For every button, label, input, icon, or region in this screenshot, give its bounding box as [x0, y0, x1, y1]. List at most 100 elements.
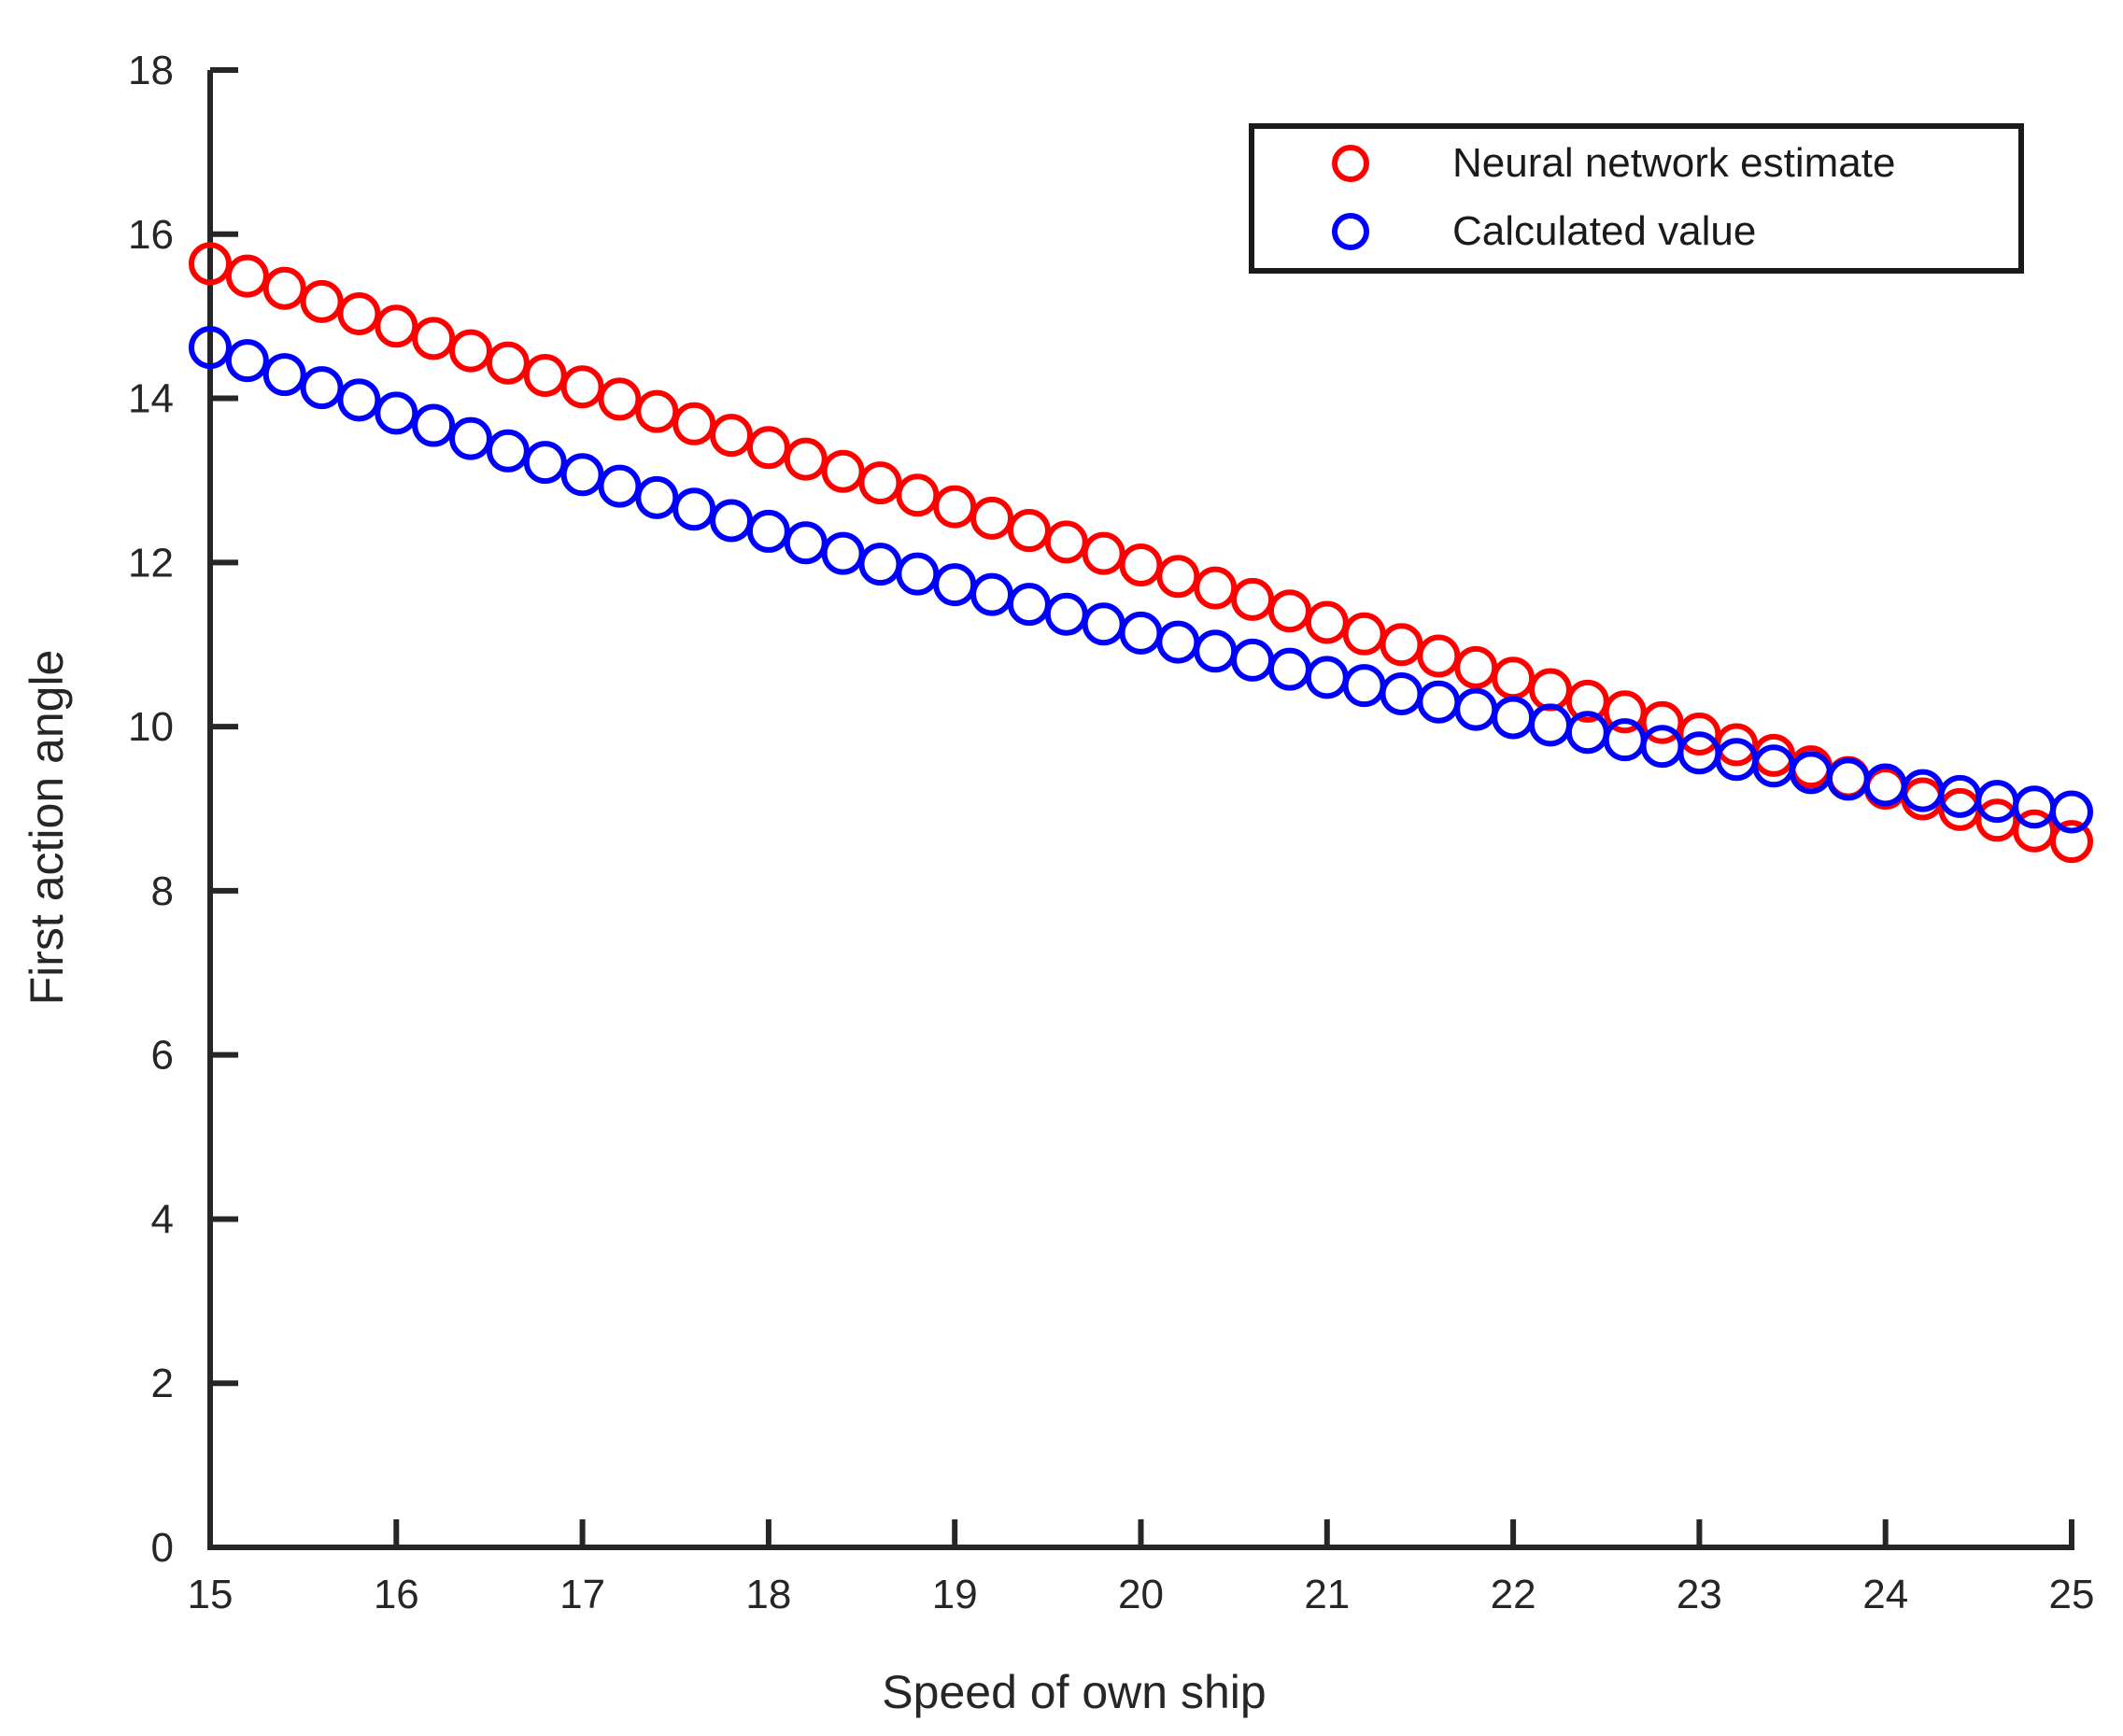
calculated-value-point: [1342, 664, 1386, 708]
neural-network-estimate-point: [710, 414, 754, 458]
calculated-value-point: [1417, 680, 1461, 724]
neural-network-estimate-point: [933, 485, 977, 529]
calculated-value-point: [375, 391, 418, 435]
neural-network-estimate-point: [225, 254, 269, 298]
neural-network-estimate-point: [1007, 509, 1051, 553]
neural-network-estimate-point: [1528, 668, 1572, 712]
neural-network-estimate-point: [2050, 820, 2093, 864]
x-tick-label: 23: [1677, 1572, 1722, 1617]
neural-network-estimate-point: [560, 365, 604, 409]
calculated-value-point: [1082, 602, 1125, 646]
neural-network-estimate-point: [1417, 634, 1461, 678]
x-tick-label: 15: [188, 1572, 234, 1617]
y-tick-label: 12: [128, 540, 174, 586]
calculated-value-point: [486, 429, 530, 473]
calculated-value-point: [225, 339, 269, 383]
neural-network-estimate-point: [300, 279, 344, 323]
neural-network-estimate-point: [262, 266, 306, 310]
x-tick-label: 16: [374, 1572, 419, 1617]
calculated-value-point: [1044, 592, 1088, 636]
calculated-value-point: [1603, 718, 1647, 762]
neural-network-estimate-point: [598, 377, 642, 421]
calculated-value-point: [858, 543, 902, 586]
calculated-value-point: [1826, 757, 1870, 801]
calculated-value-point: [560, 453, 604, 497]
calculated-value-point: [746, 509, 790, 553]
neural-network-estimate-point: [784, 437, 828, 481]
calculated-value-point: [262, 353, 306, 397]
neural-network-estimate-point: [449, 329, 493, 373]
calculated-value-point: [1380, 671, 1423, 715]
calculated-value-point: [933, 563, 977, 607]
y-axis-title: First action angle: [21, 649, 73, 1006]
calculated-value-point: [2050, 790, 2093, 834]
neural-network-estimate-point: [1492, 656, 1536, 700]
neural-network-estimate-point: [746, 426, 790, 470]
neural-network-estimate-point: [412, 317, 456, 360]
calculated-value-point: [1007, 583, 1051, 627]
neural-network-estimate-point: [1305, 600, 1349, 644]
neural-network-estimate-point: [1044, 520, 1088, 564]
neural-network-estimate-circle-icon: [1332, 145, 1369, 182]
calculated-value-point: [1267, 647, 1311, 691]
y-tick-label: 18: [128, 48, 174, 93]
legend: Neural network estimate Calculated value: [1249, 123, 2024, 274]
neural-network-estimate-point: [1342, 612, 1386, 656]
calculated-value-point: [672, 487, 716, 531]
neural-network-estimate-point: [375, 304, 418, 348]
x-tick-label: 20: [1118, 1572, 1164, 1617]
calculated-value-point: [598, 464, 642, 508]
neural-network-estimate-point: [337, 292, 381, 336]
neural-network-estimate-point: [523, 353, 567, 397]
neural-network-estimate-point: [189, 242, 232, 286]
neural-network-estimate-point: [858, 461, 902, 505]
calculated-value-point: [1305, 656, 1349, 699]
calculated-value-point: [300, 366, 344, 410]
calculated-value-point: [1640, 725, 1684, 769]
x-tick-label: 18: [745, 1572, 791, 1617]
calculated-value-point: [1194, 629, 1238, 673]
calculated-value-point: [1454, 687, 1498, 731]
calculated-value-point: [896, 552, 940, 596]
y-tick-label: 6: [151, 1033, 174, 1079]
calculated-value-point: [189, 326, 232, 370]
x-tick-label: 24: [1862, 1572, 1908, 1617]
neural-network-estimate-point: [1231, 577, 1275, 621]
neural-network-estimate-point: [896, 473, 940, 517]
y-tick-label: 8: [151, 868, 174, 914]
legend-label-neural-network-estimate: Neural network estimate: [1452, 140, 1896, 186]
neural-network-estimate-point: [672, 402, 716, 445]
y-tick-label: 2: [151, 1361, 174, 1406]
calculated-value-point: [635, 475, 679, 519]
neural-network-estimate-point: [635, 389, 679, 433]
neural-network-estimate-point: [1082, 531, 1125, 575]
x-tick-label: 22: [1491, 1572, 1536, 1617]
neural-network-estimate-point: [1267, 589, 1311, 633]
neural-network-estimate-point: [1640, 700, 1684, 744]
neural-network-estimate-point: [1194, 566, 1238, 610]
legend-label-calculated-value: Calculated value: [1452, 208, 1757, 254]
calculated-value-point: [1528, 703, 1572, 747]
calculated-value-point: [412, 403, 456, 447]
calculated-value-circle-icon: [1332, 213, 1369, 250]
x-tick-label: 19: [932, 1572, 978, 1617]
calculated-value-point: [523, 441, 567, 485]
y-tick-label: 14: [128, 376, 174, 422]
neural-network-estimate-point: [821, 449, 865, 493]
calculated-value-point: [2013, 785, 2057, 829]
calculated-value-point: [784, 521, 828, 565]
x-tick-label: 17: [559, 1572, 605, 1617]
calculated-value-point: [449, 416, 493, 460]
y-tick-label: 10: [128, 704, 174, 750]
x-axis-title: Speed of own ship: [882, 1666, 1267, 1718]
x-tick-label: 25: [2049, 1572, 2095, 1617]
neural-network-estimate-point: [1454, 645, 1498, 689]
neural-network-estimate-point: [970, 496, 1014, 540]
neural-network-estimate-point: [1156, 555, 1200, 599]
calculated-value-point: [1156, 620, 1200, 664]
y-tick-label: 16: [128, 212, 174, 258]
neural-network-estimate-point: [1119, 543, 1163, 586]
calculated-value-point: [970, 572, 1014, 616]
